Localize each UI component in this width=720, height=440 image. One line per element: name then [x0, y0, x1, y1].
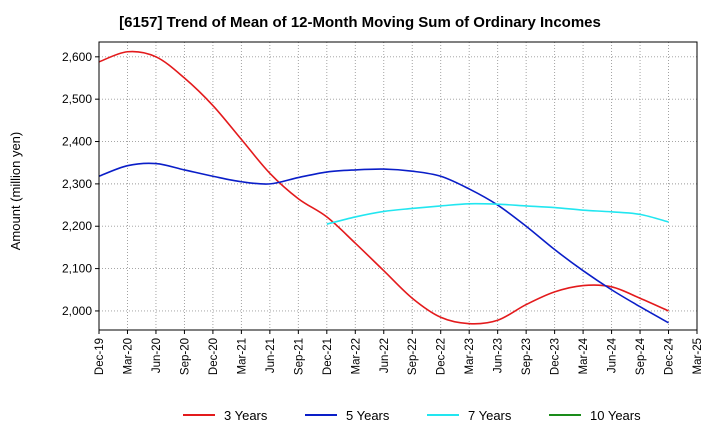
x-tick-label: Mar-22	[350, 338, 362, 374]
x-tick-label: Jun-20	[151, 338, 163, 373]
y-tick-layer: 2,000 2,100 2,200 2,300 2,400 2,500 2,600	[62, 50, 99, 318]
x-tick-label: Sep-22	[407, 338, 419, 375]
x-tick-label: Jun-22	[379, 338, 391, 373]
legend: 3 Years 5 Years 7 Years 10 Years	[183, 408, 641, 423]
x-tick-label: Mar-21	[236, 338, 248, 374]
x-tick-label: Dec-21	[322, 338, 334, 375]
y-tick-label: 2,400	[62, 135, 92, 149]
x-tick-label: Mar-20	[122, 338, 134, 374]
series-line-5-years	[98, 162, 669, 324]
y-tick-label: 2,000	[62, 304, 92, 318]
x-tick-label: Sep-24	[635, 337, 647, 375]
legend-label: 3 Years	[224, 408, 268, 423]
x-tick-label: Sep-23	[521, 338, 533, 375]
legend-item-7-years: 7 Years	[427, 408, 512, 423]
y-tick-label: 2,100	[62, 262, 92, 276]
x-tick-label: Dec-19	[94, 338, 106, 375]
y-tick-label: 2,600	[62, 50, 92, 64]
x-tick-label: Dec-20	[208, 338, 220, 375]
grid-layer	[99, 42, 697, 330]
x-tick-label: Jun-24	[607, 337, 619, 373]
legend-label: 10 Years	[590, 408, 641, 423]
x-tick-label: Sep-21	[293, 338, 305, 375]
legend-item-3-years: 3 Years	[183, 408, 268, 423]
x-tick-layer: Dec-19 Mar-20 Jun-20 Sep-20 Dec-20 Mar-21 Jun-…	[94, 330, 704, 375]
x-tick-label: Jun-23	[493, 338, 505, 373]
legend-label: 7 Years	[468, 408, 512, 423]
y-tick-label: 2,500	[62, 92, 92, 106]
x-tick-label: Mar-25	[692, 338, 704, 374]
x-tick-label: Dec-22	[436, 338, 448, 375]
x-tick-label: Jun-21	[265, 338, 277, 373]
y-tick-label: 2,300	[62, 177, 92, 191]
legend-item-10-years: 10 Years	[549, 408, 641, 423]
y-tick-label: 2,200	[62, 219, 92, 233]
y-axis-label: Amount (million yen)	[8, 132, 23, 251]
x-tick-label: Dec-24	[664, 337, 676, 375]
legend-label: 5 Years	[346, 408, 390, 423]
legend-item-5-years: 5 Years	[305, 408, 390, 423]
series-layer	[98, 50, 669, 325]
series-line-7-years	[326, 202, 669, 225]
x-tick-label: Sep-20	[179, 338, 191, 375]
series-line-3-years	[98, 50, 669, 325]
chart-title: [6157] Trend of Mean of 12-Month Moving …	[119, 14, 601, 31]
plot-frame	[98, 41, 698, 331]
x-tick-label: Mar-24	[578, 337, 590, 374]
x-tick-label: Dec-23	[550, 338, 562, 375]
x-tick-label: Mar-23	[464, 338, 476, 374]
